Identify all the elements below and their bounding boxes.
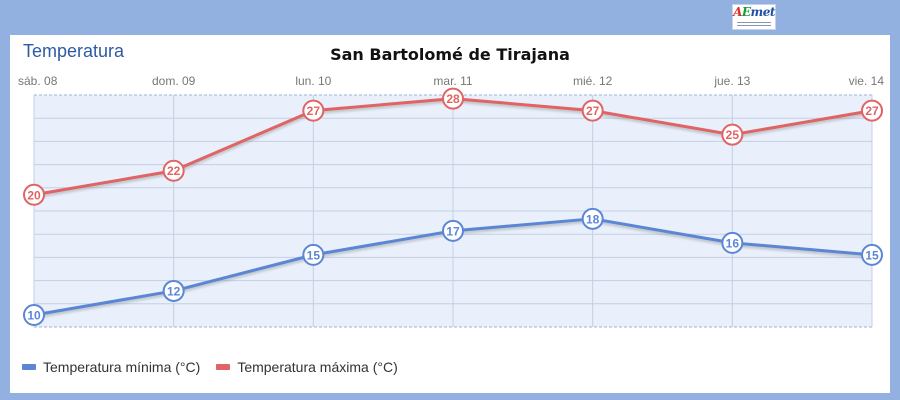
data-label: 10 (27, 308, 41, 322)
data-point-marker (581, 99, 604, 122)
x-tick-label: dom. 09 (152, 74, 196, 88)
data-label: 28 (446, 92, 460, 106)
chart-legend: Temperatura mínima (°C) Temperatura máxi… (22, 359, 414, 375)
data-point-marker (861, 99, 883, 122)
data-label: 27 (586, 104, 600, 118)
data-point-marker (442, 219, 464, 242)
legend-item-maxima[interactable]: Temperatura máxima (°C) (216, 359, 398, 375)
series-maxima: 20 22 27 28 27 25 27 (23, 87, 883, 206)
data-point-marker (581, 207, 604, 230)
data-point-marker (442, 87, 464, 110)
data-point-marker (23, 303, 45, 326)
legend-label-maxima: Temperatura máxima (°C) (237, 359, 398, 375)
data-point-marker (861, 243, 883, 266)
x-tick-label: lun. 10 (295, 74, 331, 88)
data-label: 20 (27, 188, 41, 202)
data-point-marker (162, 159, 185, 182)
data-label: 16 (726, 236, 740, 250)
chart-title: San Bartolomé de Tirajana (330, 45, 570, 64)
data-point-marker (302, 99, 325, 122)
logo-underline (737, 22, 771, 26)
data-label: 12 (167, 284, 181, 298)
aemet-logo-text: AEmet (733, 5, 775, 19)
data-label: 27 (865, 104, 879, 118)
temperature-chart: sáb. 08 dom. 09 lun. 10 mar. 11 mié. 12 jue. … (18, 74, 885, 328)
data-point-marker (162, 279, 185, 302)
data-label: 17 (446, 224, 460, 238)
x-tick-label: mié. 12 (573, 74, 613, 88)
legend-label-minima: Temperatura mínima (°C) (43, 359, 201, 375)
series-minima: 10 12 15 17 18 16 15 (23, 207, 883, 326)
x-tick-label: vie. 14 (849, 74, 885, 88)
aemet-logo: AEmet (732, 4, 776, 30)
legend-swatch-maxima (216, 364, 231, 370)
x-tick-label: sáb. 08 (18, 74, 58, 88)
data-label: 22 (167, 164, 181, 178)
legend-item-minima[interactable]: Temperatura mínima (°C) (22, 359, 200, 375)
legend-swatch-minima (22, 364, 36, 370)
data-label: 15 (865, 248, 879, 262)
data-point-marker (721, 123, 744, 146)
section-title: Temperatura (23, 41, 125, 61)
data-label: 25 (726, 128, 740, 142)
x-tick-label: jue. 13 (713, 74, 750, 88)
chart-panel: sáb. 08 dom. 09 lun. 10 mar. 11 mié. 12 jue. … (10, 35, 890, 393)
data-point-marker (302, 243, 325, 266)
data-label: 27 (307, 104, 321, 118)
data-point-marker (23, 183, 45, 206)
data-label: 18 (586, 212, 600, 226)
data-label: 15 (307, 248, 321, 262)
x-tick-label: mar. 11 (433, 74, 472, 88)
data-point-marker (721, 231, 744, 254)
